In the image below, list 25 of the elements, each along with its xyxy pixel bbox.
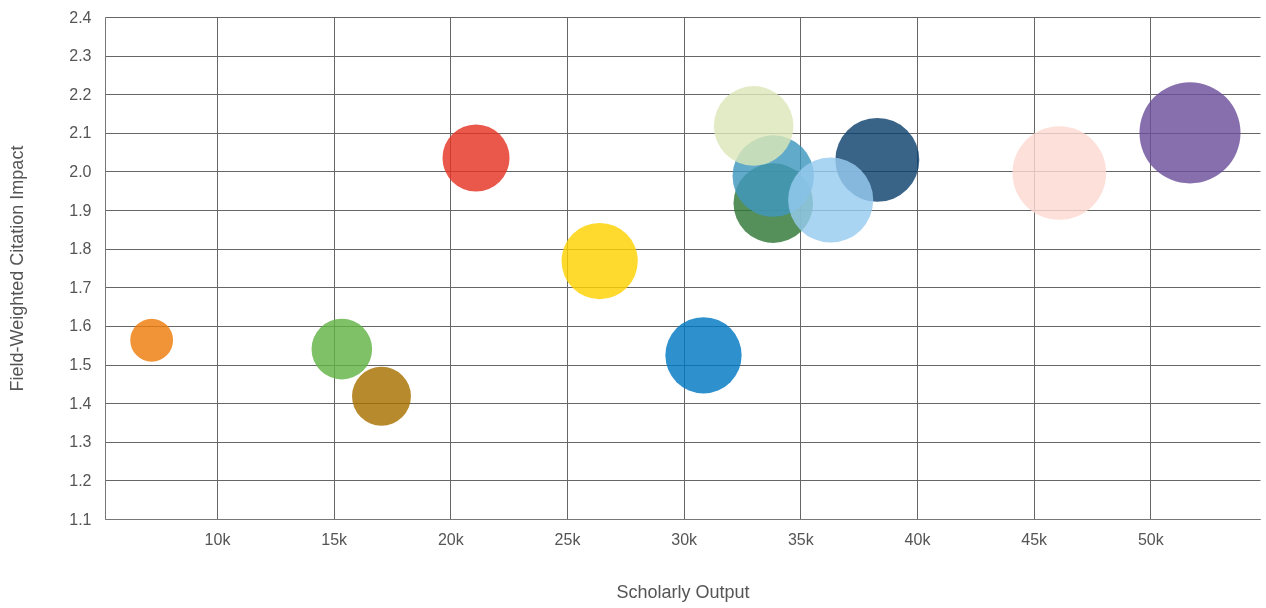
y-tick-label: 2.4 (69, 8, 92, 26)
y-tick-label: 1.2 (69, 471, 92, 489)
x-tick-label: 50k (1137, 530, 1165, 548)
x-tick-label: 15k (321, 530, 349, 548)
y-tick-label: 2.0 (69, 162, 92, 180)
y-tick-label: 1.9 (69, 201, 92, 219)
y-tick-label: 2.3 (69, 47, 92, 65)
y-tick-label: 1.3 (69, 433, 92, 451)
y-tick-label: 1.4 (69, 394, 92, 412)
x-tick-label: 45k (1021, 530, 1049, 548)
x-tick-label: 20k (437, 530, 465, 548)
y-tick-label: 1.6 (69, 317, 92, 335)
y-axis-title: Field-Weighted Citation Impact (7, 145, 28, 392)
x-tick-label: 10k (204, 530, 232, 548)
y-tick-label: 2.2 (69, 85, 92, 103)
y-tick-label: 2.1 (69, 124, 92, 142)
x-tick-label: 40k (904, 530, 932, 548)
y-tick-label: 1.5 (69, 356, 92, 374)
x-axis-title: Scholarly Output (616, 581, 750, 602)
x-tick-label: 25k (554, 530, 582, 548)
y-tick-label: 1.8 (69, 240, 92, 258)
y-tick-label: 1.7 (69, 278, 92, 296)
x-tick-label: 30k (671, 530, 699, 548)
y-tick-label: 1.1 (69, 510, 92, 528)
x-tick-label: 35k (787, 530, 815, 548)
